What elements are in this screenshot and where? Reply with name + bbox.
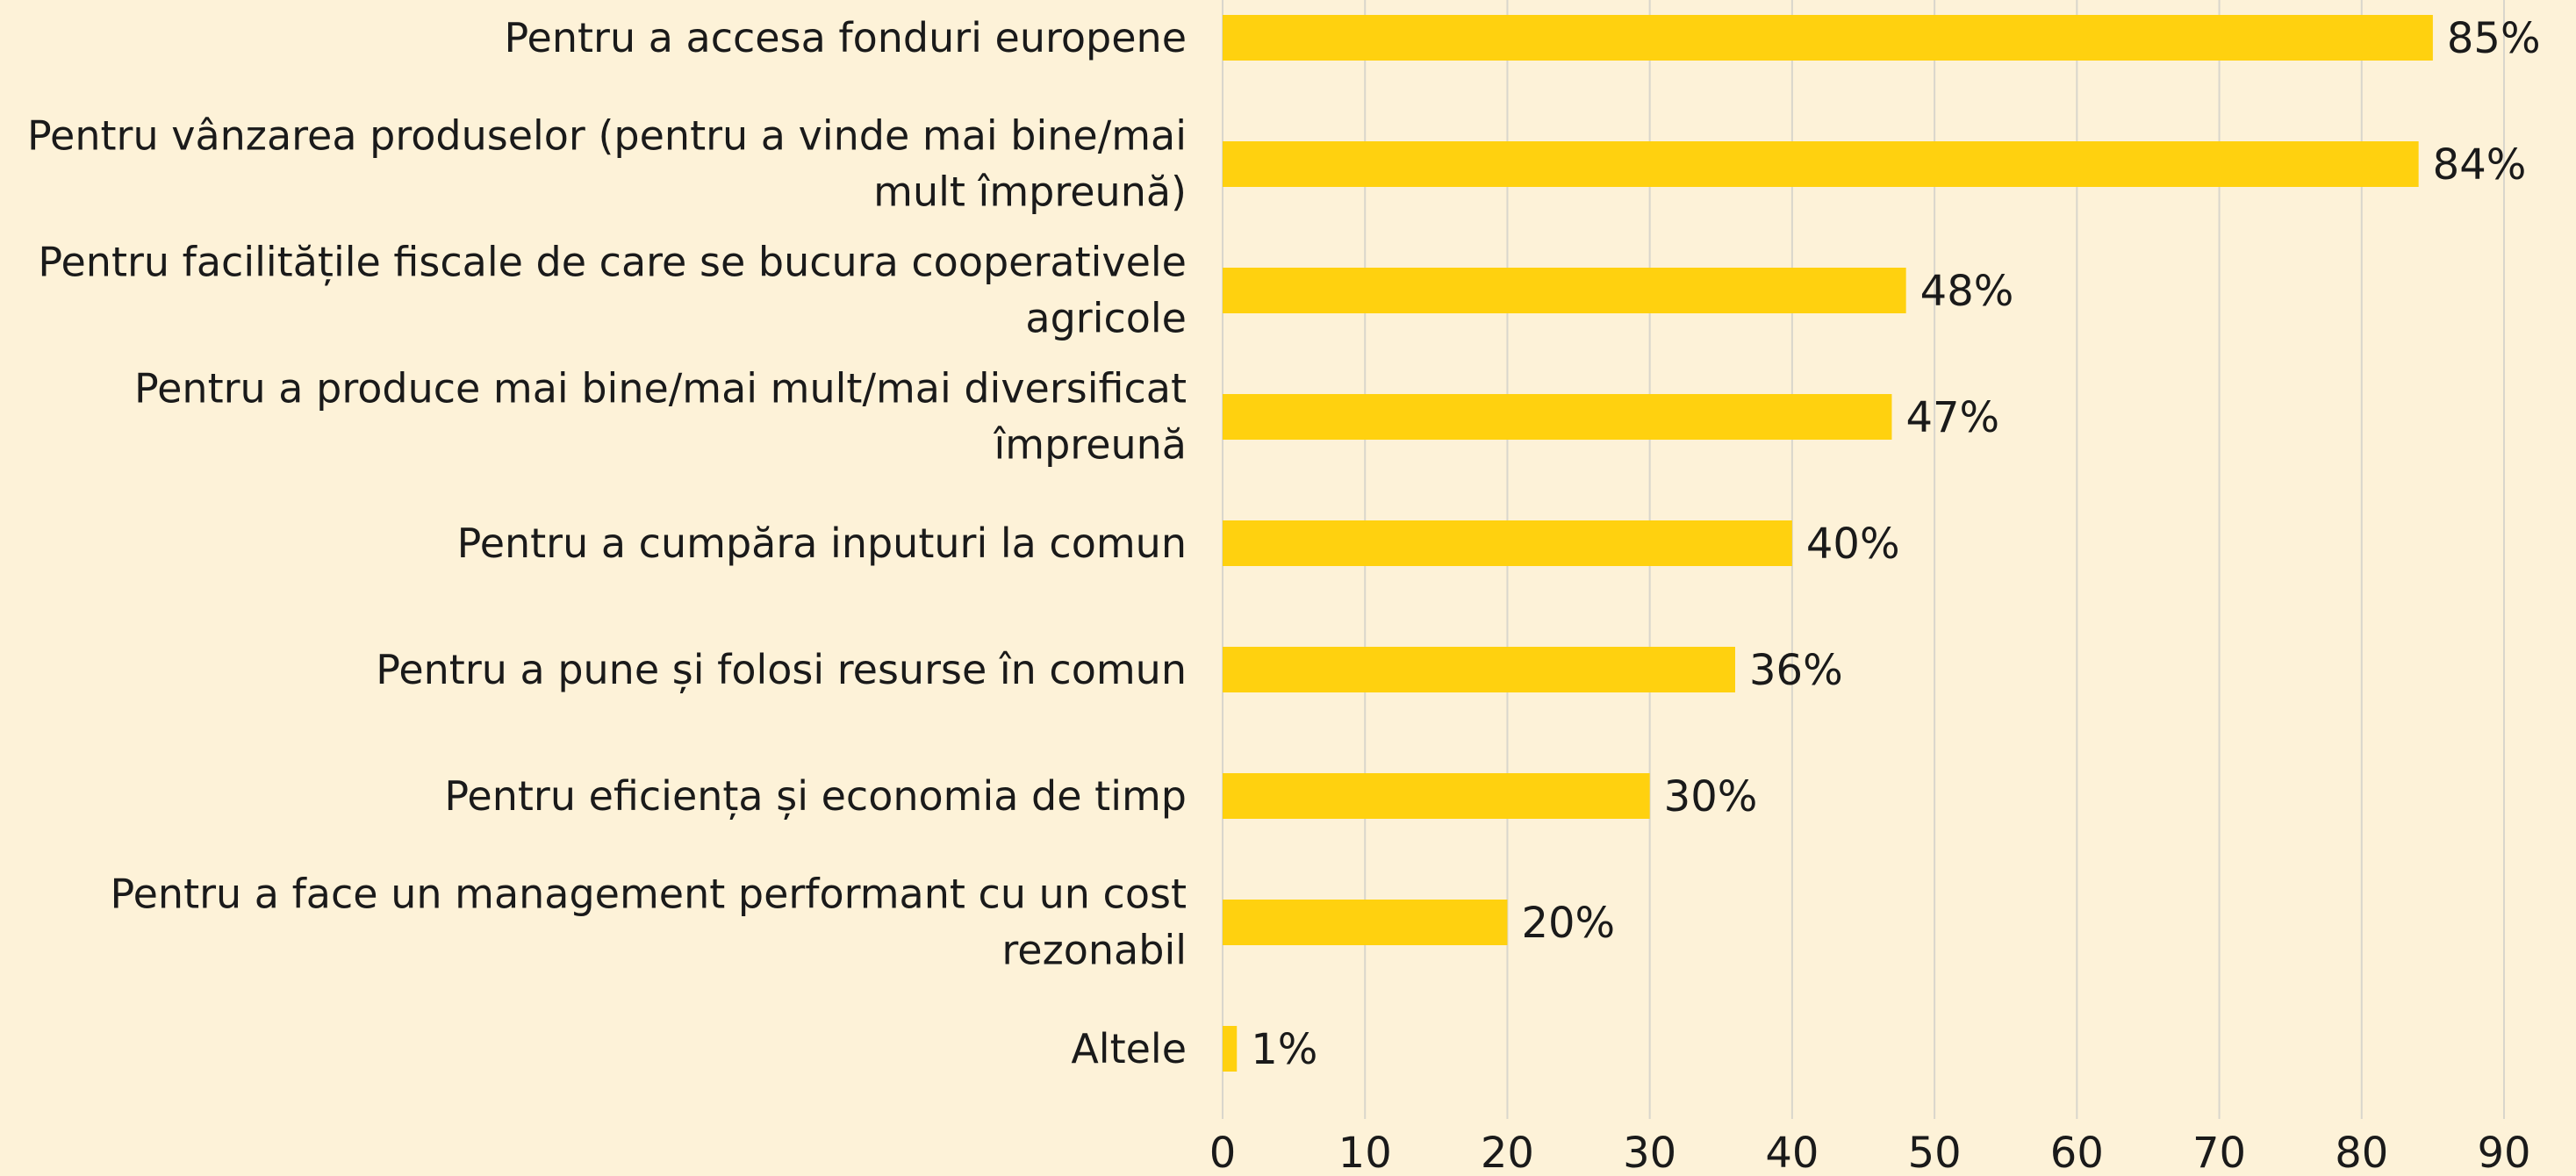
value-label: 85% [2447, 14, 2541, 63]
bar [1223, 520, 1792, 566]
x-tick-label: 90 [2477, 1129, 2530, 1176]
bar [1223, 1026, 1238, 1072]
x-tick-label: 30 [1623, 1129, 1676, 1176]
x-tick-label: 80 [2335, 1129, 2388, 1176]
x-tick-label: 0 [1209, 1129, 1237, 1176]
value-label: 47% [1905, 393, 1999, 442]
x-tick-label: 50 [1908, 1129, 1962, 1176]
bar [1223, 15, 2433, 61]
x-tick-label: 70 [2192, 1129, 2246, 1176]
bar [1223, 268, 1906, 313]
bar [1223, 141, 2419, 187]
category-label: Pentru a cumpăra inputuri la comun [456, 519, 1187, 567]
bar [1223, 773, 1650, 819]
value-label: 1% [1251, 1025, 1317, 1074]
x-tick-label: 20 [1481, 1129, 1534, 1176]
value-label: 36% [1749, 646, 1843, 695]
x-tick-label: 10 [1338, 1129, 1392, 1176]
x-tick-label: 40 [1765, 1129, 1819, 1176]
category-label: Pentru eficiența și economia de timp [444, 771, 1187, 820]
bar [1223, 647, 1735, 692]
bar [1223, 900, 1508, 945]
value-label: 20% [1521, 899, 1615, 948]
category-label: Pentru vânzarea produselor (pentru a vin… [26, 111, 1187, 216]
category-label: Altele [1071, 1024, 1187, 1072]
value-label: 40% [1806, 520, 1900, 569]
value-label: 30% [1664, 772, 1758, 821]
value-label: 48% [1920, 267, 2014, 316]
value-label: 84% [2433, 140, 2527, 190]
category-label: Pentru a accesa fonduri europene [504, 13, 1187, 61]
category-label: Pentru a produce mai bine/mai mult/mai d… [134, 364, 1187, 469]
category-label: Pentru facilitățile fiscale de care se b… [38, 238, 1187, 342]
category-label: Pentru a pune și folosi resurse în comun [376, 645, 1187, 693]
bar [1223, 394, 1892, 440]
x-tick-label: 60 [2050, 1129, 2104, 1176]
category-label: Pentru a face un management performant c… [110, 870, 1187, 974]
